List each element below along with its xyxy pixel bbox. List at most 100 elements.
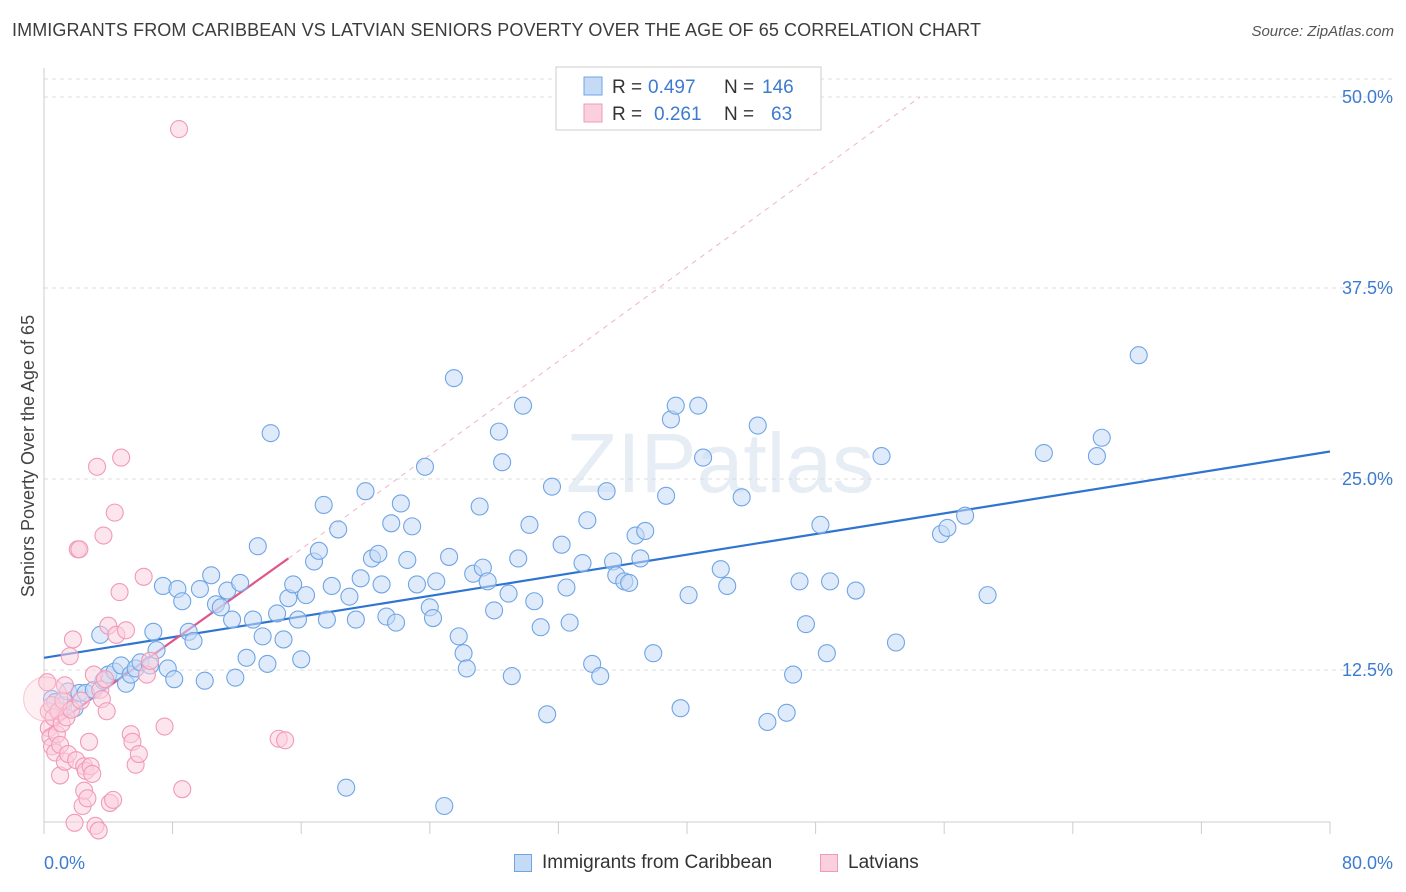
caribbean-point [538, 705, 557, 724]
x-tick-label: 0.0% [44, 853, 85, 873]
legend-item-latvians: Latvians [820, 852, 919, 874]
caribbean-point [597, 482, 616, 501]
y-axis-label: Seniors Poverty Over the Age of 65 [18, 315, 38, 597]
caribbean-point [309, 541, 328, 560]
caribbean-point [525, 592, 544, 611]
caribbean-point [777, 703, 796, 722]
latvians-point [97, 702, 116, 721]
y-tick-label: 12.5% [1342, 660, 1393, 680]
caribbean-point [1129, 346, 1148, 365]
caribbean-point [231, 573, 250, 592]
legend-swatch-pink [583, 103, 603, 123]
latvians-point [70, 540, 89, 559]
caribbean-point [243, 610, 263, 629]
caribbean-point [165, 670, 184, 689]
caribbean-point [356, 482, 375, 501]
caribbean-point [369, 544, 388, 563]
caribbean-point [758, 712, 777, 732]
latvians-point [71, 691, 91, 710]
caribbean-point [144, 622, 163, 641]
correlation-legend: R = 0.497 N = 146 R = 0.261 N = 63 [555, 66, 822, 131]
caribbean-point [872, 447, 891, 466]
caribbean-point [382, 514, 401, 533]
caribbean-point [502, 667, 521, 686]
caribbean-point [173, 592, 192, 611]
caribbean-point [253, 627, 272, 646]
latvians-point [63, 630, 82, 649]
caribbean-point [391, 494, 410, 513]
caribbean-point [202, 566, 221, 585]
caribbean-point [513, 396, 533, 415]
latvians-point [94, 526, 113, 545]
y-tick-label: 50.0% [1342, 87, 1393, 107]
caribbean-point [573, 553, 592, 573]
caribbean-point [261, 424, 280, 443]
caribbean-point [694, 448, 713, 467]
caribbean-point [415, 457, 435, 476]
latvians-point [141, 651, 160, 670]
legend-label-caribbean: Immigrants from Caribbean [542, 852, 773, 873]
latvians-point [104, 790, 123, 809]
caribbean-point [520, 515, 539, 534]
caribbean-point [444, 369, 463, 388]
latvians-point [129, 744, 148, 764]
legend-swatch-caribbean [514, 854, 532, 872]
latvians-point [79, 732, 99, 751]
caribbean-point [317, 610, 336, 629]
caribbean-point [689, 396, 708, 415]
caribbean-point [386, 613, 406, 632]
caribbean-point [314, 495, 333, 515]
caribbean-point [427, 572, 446, 591]
caribbean-point [578, 511, 597, 530]
caribbean-point [531, 618, 550, 637]
caribbean-point [711, 560, 730, 579]
latvians-point [55, 676, 74, 695]
caribbean-point [329, 520, 348, 539]
caribbean-point [811, 515, 830, 534]
legend-label-latvians: Latvians [848, 852, 919, 873]
caribbean-point [509, 549, 528, 568]
y-tick-label: 37.5% [1342, 278, 1393, 298]
legend-r-label-2: R = [612, 104, 642, 125]
latvians-point [276, 731, 295, 750]
latvians-point [83, 764, 102, 783]
caribbean-point [542, 477, 562, 496]
latvians-point [173, 780, 192, 799]
caribbean-point [274, 630, 293, 649]
caribbean-point [248, 537, 267, 556]
data-points [23, 120, 1148, 840]
series-legend: Immigrants from Caribbean Latvians [0, 852, 1406, 878]
caribbean-point [956, 506, 975, 525]
latvians-point [60, 647, 79, 666]
caribbean-point [671, 699, 690, 718]
caribbean-point [938, 518, 957, 537]
caribbean-point [454, 644, 473, 663]
latvians-point [105, 503, 124, 522]
chart-title: IMMIGRANTS FROM CARIBBEAN VS LATVIAN SEN… [12, 20, 982, 40]
caribbean-point [288, 610, 308, 629]
caribbean-point [557, 578, 576, 597]
caribbean-point [493, 453, 512, 472]
caribbean-point [748, 416, 767, 435]
caribbean-point [457, 659, 476, 678]
caribbean-point [732, 488, 751, 507]
latvians-point [89, 821, 108, 840]
latvians-point [155, 717, 174, 736]
caribbean-point [407, 575, 426, 594]
caribbean-point [489, 422, 508, 441]
caribbean-point [1034, 443, 1053, 463]
caribbean-point [284, 575, 303, 594]
caribbean-point [268, 604, 287, 623]
caribbean-point [449, 627, 468, 646]
legend-n-label-1: N = [724, 77, 754, 98]
caribbean-point [499, 584, 518, 603]
caribbean-point [1092, 428, 1111, 447]
latvians-point [96, 670, 115, 689]
caribbean-point [679, 586, 698, 605]
legend-n-value-1: 146 [762, 77, 794, 98]
caribbean-point [657, 486, 676, 505]
caribbean-point [552, 535, 571, 554]
caribbean-point [636, 521, 655, 541]
caribbean-point [978, 586, 997, 605]
caribbean-point [351, 569, 370, 588]
